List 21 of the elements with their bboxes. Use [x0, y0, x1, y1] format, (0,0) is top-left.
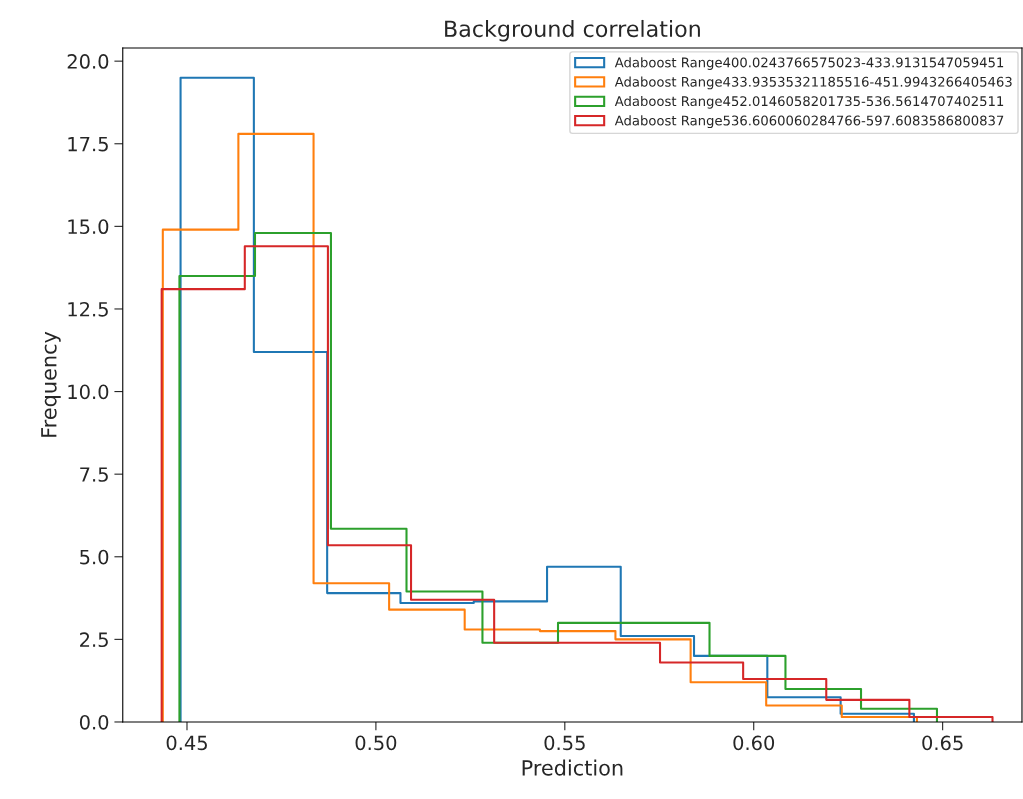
- x-tick-label: 0.50: [355, 735, 397, 751]
- y-tick-label: 17.5: [68, 136, 108, 152]
- y-tick-label: 15.0: [68, 219, 109, 235]
- y-axis-title: Frequency: [41, 331, 61, 437]
- y-tick-label: 2.5: [80, 632, 108, 648]
- x-tick-label: 0.45: [166, 735, 207, 751]
- chart-title: Background correlation: [445, 19, 700, 42]
- y-tick-label: 0.0: [79, 714, 109, 730]
- y-tick-label: 12.5: [68, 301, 108, 317]
- x-axis-title: Prediction: [522, 759, 623, 776]
- legend-label: Adaboost Range452.0146058201735-536.5614707402511: [614, 95, 1004, 109]
- y-tick-label: 10.0: [68, 384, 109, 400]
- x-tick-label: 0.60: [733, 735, 775, 751]
- legend-label: Adaboost Range400.0243766575023-433.9131547059451: [614, 57, 1004, 70]
- legend-label: Adaboost Range433.93535321185516-451.9943266405463: [614, 76, 1012, 90]
- legend-label: Adaboost Range536.6060060284766-597.6083586800837: [614, 115, 1004, 129]
- x-tick-label: 0.65: [922, 735, 963, 751]
- y-tick-label: 7.5: [80, 467, 108, 482]
- y-tick-label: 20.0: [67, 54, 109, 69]
- y-tick-label: 5.0: [80, 549, 109, 565]
- x-tick-label: 0.55: [544, 735, 585, 751]
